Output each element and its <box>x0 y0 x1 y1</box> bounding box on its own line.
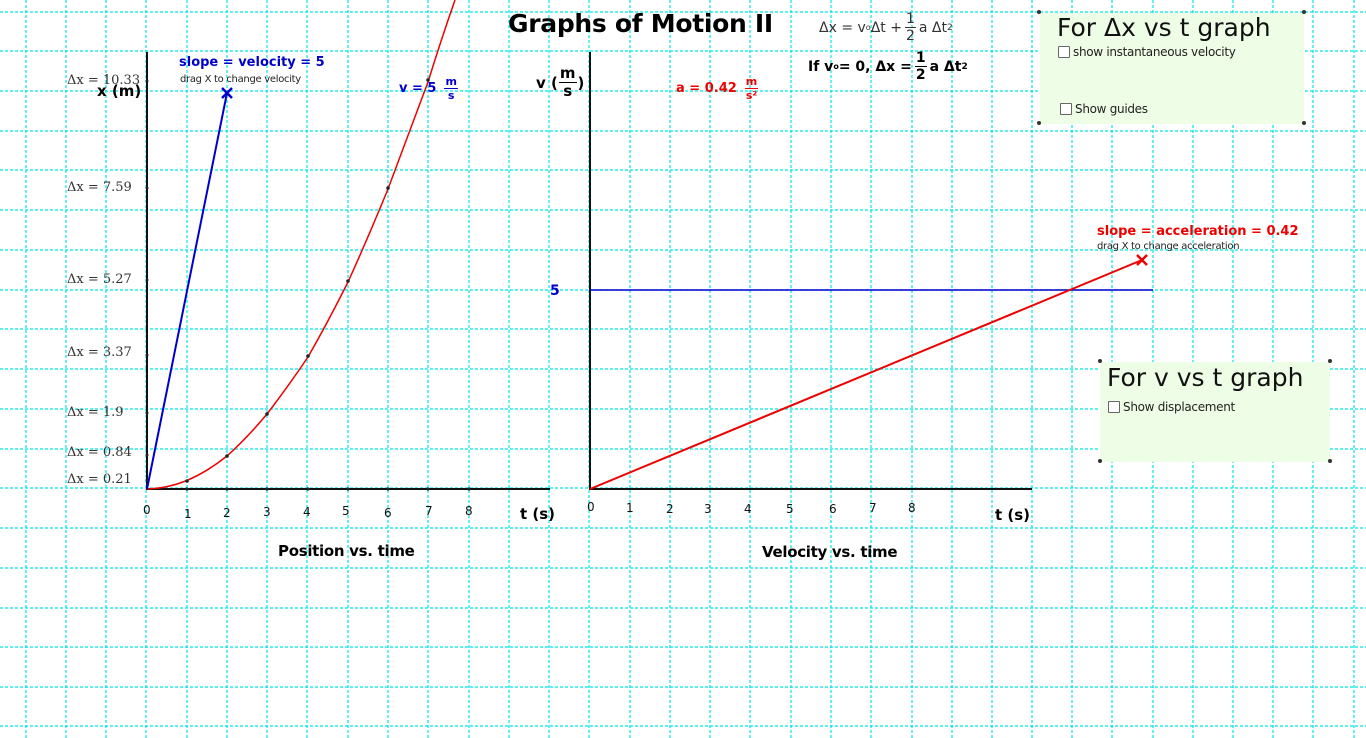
dx-label-t6: Δx = 7.59 <box>67 180 132 195</box>
velocity-x-tick: 3 <box>704 502 712 516</box>
velocity-slope-line <box>146 92 228 490</box>
acceleration-slope-label: slope = acceleration = 0.42 <box>1097 224 1299 239</box>
position-x-axis-title: t (s) <box>520 505 556 523</box>
acceleration-value-label: a = 0.42 m s² <box>676 75 759 102</box>
panel-corner-handle[interactable] <box>1037 121 1041 125</box>
checkbox-label: Show displacement <box>1123 400 1235 414</box>
position-x-tick: 0 <box>143 503 151 517</box>
show-displacement-checkbox[interactable]: Show displacement <box>1108 400 1235 414</box>
position-x-tick: 3 <box>263 505 271 519</box>
acceleration-drag-handle-icon <box>1136 254 1148 266</box>
checkbox-box[interactable] <box>1058 46 1070 58</box>
position-x-tick: 2 <box>223 506 231 520</box>
velocity-axes <box>589 52 1032 490</box>
position-x-tick: 8 <box>465 504 473 518</box>
checkbox-box[interactable] <box>1108 401 1120 413</box>
panel-corner-handle[interactable] <box>1302 121 1306 125</box>
dx-label-t2: Δx = 0.84 <box>67 445 132 460</box>
panel-corner-handle[interactable] <box>1302 10 1306 14</box>
position-slope-label: slope = velocity = 5 <box>179 55 325 70</box>
velocity-drag-handle-icon <box>221 87 233 99</box>
acceleration-drag-hint: drag X to change acceleration <box>1097 241 1240 252</box>
velocity-x-tick: 1 <box>626 501 634 515</box>
dx-label-t4: Δx = 3.37 <box>67 345 132 360</box>
velocity-x-tick: 5 <box>786 502 794 516</box>
position-x-tick: 7 <box>425 504 433 518</box>
position-x-axis-ticks <box>185 487 471 491</box>
panel-corner-handle[interactable] <box>1098 359 1102 363</box>
v-panel-title: For v vs t graph <box>1107 363 1304 392</box>
velocity-x-axis-title: t (s) <box>995 506 1031 524</box>
panel-corner-handle[interactable] <box>1328 359 1332 363</box>
dx-graph-options-panel <box>1040 13 1304 124</box>
panel-corner-handle[interactable] <box>1098 459 1102 463</box>
position-curve-points <box>185 78 430 483</box>
dx-label-t1: Δx = 0.21 <box>67 472 132 487</box>
position-x-tick: 6 <box>384 506 392 520</box>
checkbox-label: Show guides <box>1075 102 1148 116</box>
checkbox-label: show instantaneous velocity <box>1073 45 1236 59</box>
velocity-x-tick: 2 <box>666 502 674 516</box>
panel-corner-handle[interactable] <box>1328 459 1332 463</box>
velocity-x-tick: 8 <box>908 501 916 515</box>
position-y-axis-ticks <box>145 79 149 482</box>
position-x-tick: 1 <box>184 507 192 521</box>
position-graph-caption: Position vs. time <box>278 542 415 560</box>
dx-panel-title: For Δx vs t graph <box>1057 13 1271 42</box>
position-drag-hint: drag X to change velocity <box>180 74 301 85</box>
position-x-tick: 4 <box>303 505 311 519</box>
velocity-x-tick: 4 <box>744 502 752 516</box>
velocity-x-tick: 6 <box>829 502 837 516</box>
position-curve <box>146 0 456 490</box>
velocity-x-tick: 7 <box>869 501 877 515</box>
velocity-y-tick-5: 5 <box>550 283 560 299</box>
page-title: Graphs of Motion II <box>508 9 773 38</box>
position-x-tick: 5 <box>342 504 350 518</box>
velocity-graph-caption: Velocity vs. time <box>762 543 898 561</box>
velocity-x-tick: 0 <box>587 500 595 514</box>
dx-label-t5: Δx = 5.27 <box>67 272 132 287</box>
show-guides-checkbox[interactable]: Show guides <box>1060 102 1148 116</box>
show-instantaneous-velocity-checkbox[interactable]: show instantaneous velocity <box>1058 45 1236 59</box>
v-graph-options-panel <box>1100 362 1330 462</box>
checkbox-box[interactable] <box>1060 103 1072 115</box>
acceleration-line <box>589 259 1143 490</box>
panel-corner-handle[interactable] <box>1037 10 1041 14</box>
position-y-axis-title: x (m) <box>97 82 142 100</box>
dx-label-t7: Δx = 10.33 <box>67 73 141 88</box>
dx-label-t3: Δx = 1.9 <box>67 405 124 420</box>
